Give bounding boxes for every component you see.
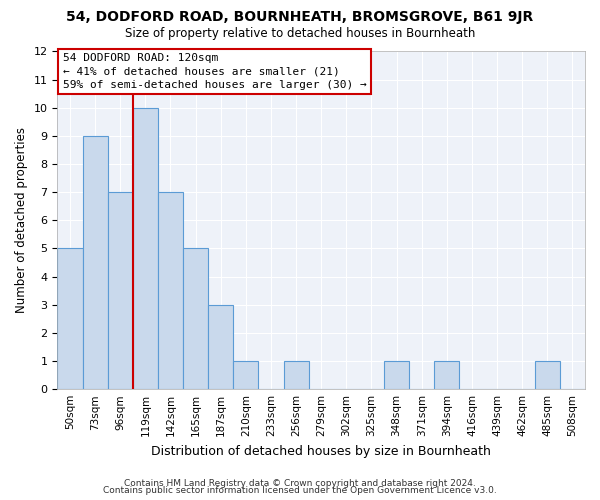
- Text: Contains public sector information licensed under the Open Government Licence v3: Contains public sector information licen…: [103, 486, 497, 495]
- Bar: [183, 248, 208, 389]
- Bar: [133, 108, 158, 389]
- Bar: [384, 361, 409, 389]
- Text: Contains HM Land Registry data © Crown copyright and database right 2024.: Contains HM Land Registry data © Crown c…: [124, 478, 476, 488]
- Bar: [284, 361, 308, 389]
- Text: 54 DODFORD ROAD: 120sqm
← 41% of detached houses are smaller (21)
59% of semi-de: 54 DODFORD ROAD: 120sqm ← 41% of detache…: [62, 53, 367, 90]
- Bar: [434, 361, 460, 389]
- X-axis label: Distribution of detached houses by size in Bournheath: Distribution of detached houses by size …: [151, 444, 491, 458]
- Bar: [158, 192, 183, 389]
- Bar: [58, 248, 83, 389]
- Text: 54, DODFORD ROAD, BOURNHEATH, BROMSGROVE, B61 9JR: 54, DODFORD ROAD, BOURNHEATH, BROMSGROVE…: [67, 10, 533, 24]
- Bar: [233, 361, 259, 389]
- Bar: [208, 305, 233, 389]
- Bar: [83, 136, 107, 389]
- Bar: [107, 192, 133, 389]
- Text: Size of property relative to detached houses in Bournheath: Size of property relative to detached ho…: [125, 28, 475, 40]
- Y-axis label: Number of detached properties: Number of detached properties: [15, 128, 28, 314]
- Bar: [535, 361, 560, 389]
